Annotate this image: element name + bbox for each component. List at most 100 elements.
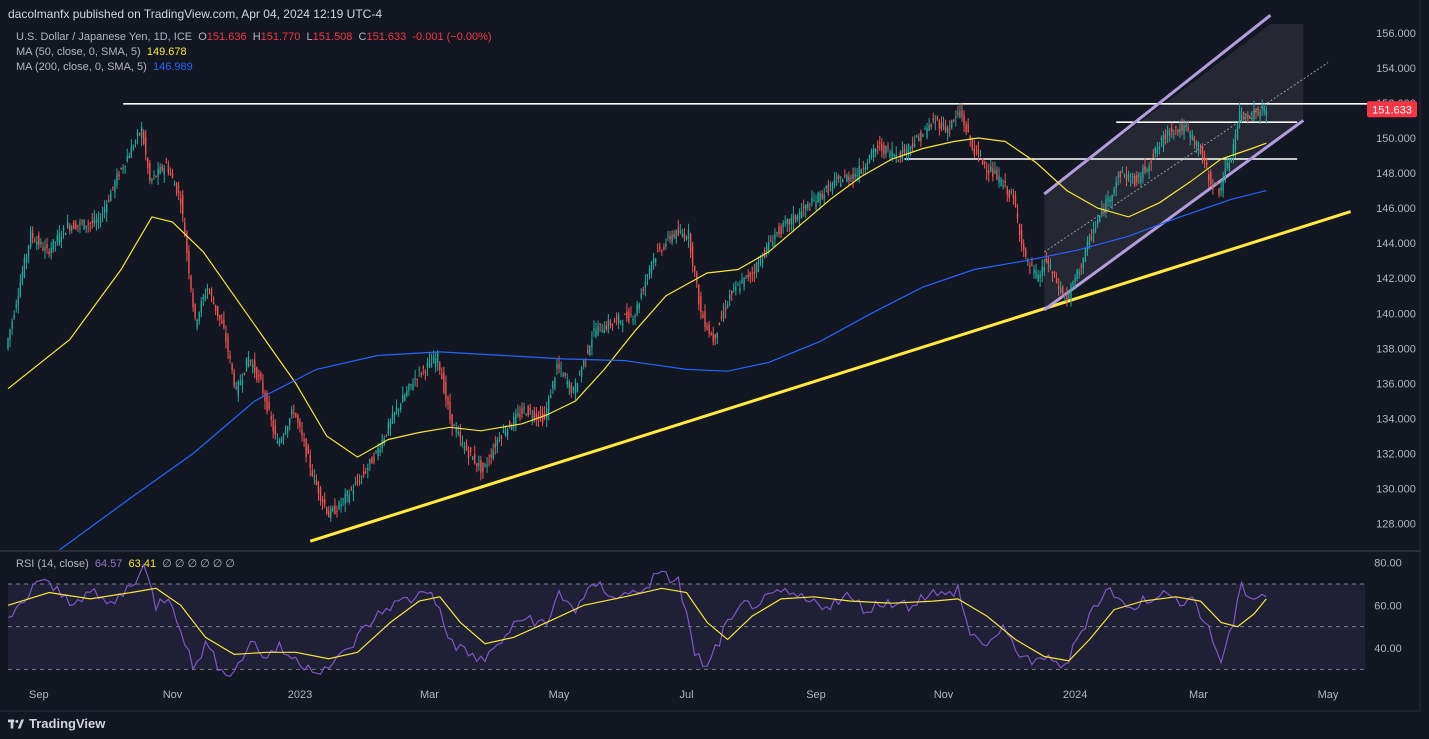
candle-body: [1216, 182, 1218, 185]
candle-body: [198, 312, 200, 322]
candle-body: [831, 183, 834, 191]
candle-body: [928, 125, 930, 131]
candle-body: [365, 471, 367, 473]
candle-body: [19, 282, 21, 297]
candle-body: [286, 426, 289, 433]
candle-body: [963, 115, 965, 125]
rsi-label: RSI (14, close): [16, 558, 89, 570]
candle-body: [99, 221, 102, 223]
candle-body: [529, 408, 531, 411]
candle-body: [1226, 162, 1228, 168]
candle-body: [274, 425, 276, 435]
candle-body: [1140, 177, 1142, 183]
candle-body: [342, 498, 344, 500]
candle-body: [225, 333, 227, 343]
candle-body: [938, 120, 941, 129]
candle-body: [1025, 249, 1027, 257]
candle-body: [11, 320, 13, 329]
candle-body: [1115, 182, 1117, 188]
candle-body: [1080, 266, 1082, 267]
candle-body: [840, 183, 842, 187]
candle-body: [112, 186, 114, 188]
candle-body: [870, 149, 873, 158]
candle-body: [461, 442, 464, 446]
candle-body: [295, 412, 297, 417]
candle-body: [663, 246, 665, 249]
candle-body: [212, 303, 215, 304]
candle-body: [196, 320, 198, 328]
candle-body: [62, 227, 65, 232]
candle-body: [29, 230, 32, 248]
candle-body: [517, 412, 519, 416]
candle-body: [445, 381, 447, 400]
candle-body: [714, 334, 716, 339]
candle-body: [233, 373, 235, 387]
candle-body: [38, 235, 40, 245]
candle-body: [455, 428, 457, 432]
candle-body: [449, 402, 451, 420]
ma50-value: 149.678: [146, 46, 187, 58]
candle-body: [811, 197, 813, 203]
candle-body: [829, 184, 832, 186]
candle-body: [317, 481, 320, 494]
candle-body: [932, 118, 934, 121]
candle-body: [1187, 127, 1189, 130]
candle-body: [628, 311, 630, 322]
candle-body: [7, 338, 9, 349]
candle-body: [646, 275, 649, 277]
candle-body: [743, 277, 745, 287]
price-axis-label: 144.000: [1376, 238, 1416, 250]
candle-body: [32, 233, 34, 238]
tradingview-footer[interactable]: TradingView: [8, 716, 105, 731]
candle-body: [617, 315, 620, 323]
candle-body: [200, 301, 202, 313]
candle-body: [741, 279, 743, 283]
candle-body: [665, 243, 667, 247]
ma50-line[interactable]: [7, 137, 1267, 458]
candle-body: [36, 241, 38, 245]
candle-body: [1051, 271, 1054, 274]
candle-body: [1136, 175, 1138, 182]
candle-body: [696, 272, 698, 283]
candle-body: [636, 304, 638, 315]
candle-body: [844, 175, 846, 177]
rsi-line[interactable]: [7, 563, 1267, 677]
candle-body: [237, 381, 239, 396]
time-axis-label: Sep: [29, 689, 49, 701]
symbol-name: U.S. Dollar / Japanese Yen, 1D, ICE: [16, 31, 193, 43]
candle-body: [391, 413, 394, 424]
candle-body: [1158, 146, 1161, 149]
candle-body: [877, 145, 879, 148]
candle-body: [706, 326, 708, 330]
candle-body: [1218, 188, 1220, 195]
candle-body: [1119, 171, 1121, 177]
time-axis-label: Nov: [934, 689, 954, 701]
rsi-ma-line[interactable]: [7, 587, 1267, 662]
candle-body: [833, 179, 836, 186]
ma200-line[interactable]: [59, 190, 1267, 551]
candle-body: [523, 406, 525, 410]
ma200-value: 146.989: [152, 61, 193, 73]
candle-body: [716, 332, 718, 338]
candle-body: [914, 143, 916, 147]
rising-trendline[interactable]: [309, 210, 1352, 543]
candle-body: [171, 173, 174, 178]
candle-body: [669, 236, 671, 240]
channel-upper-line[interactable]: [1043, 14, 1272, 196]
candle-body: [1055, 278, 1058, 284]
candle-body: [75, 223, 77, 230]
candle-body: [753, 271, 755, 274]
candle-body: [552, 381, 554, 389]
candle-body: [515, 413, 517, 425]
candle-body: [936, 117, 938, 120]
candle-body: [416, 379, 418, 381]
candle-body: [644, 281, 647, 288]
candle-body: [854, 173, 856, 178]
ma50-label: MA (50, close, 0, SMA, 5): [16, 46, 141, 58]
candle-body: [1062, 287, 1064, 294]
candle-body: [1088, 235, 1091, 245]
channel-lower-line[interactable]: [1043, 119, 1305, 312]
candle-body: [796, 215, 799, 222]
candle-body: [180, 198, 182, 205]
